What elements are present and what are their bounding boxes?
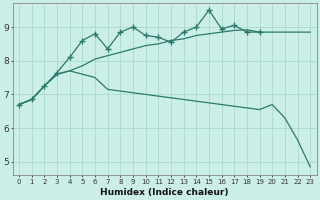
X-axis label: Humidex (Indice chaleur): Humidex (Indice chaleur) xyxy=(100,188,229,197)
